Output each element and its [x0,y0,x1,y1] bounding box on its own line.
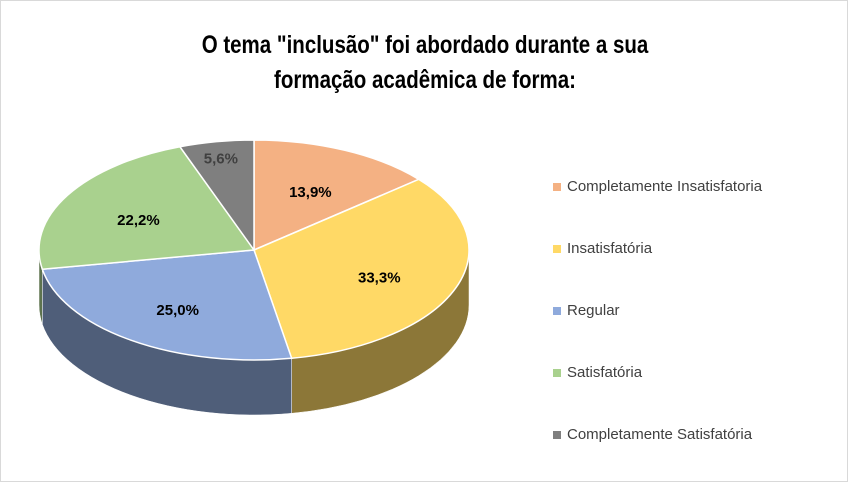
data-label: 5,6% [204,151,238,168]
data-label: 33,3% [358,269,401,286]
legend-swatch [553,245,561,253]
pie-slice [178,139,255,253]
pie-slice [253,139,421,252]
data-label: 25,0% [156,302,199,319]
legend-swatch [553,431,561,439]
legend-label: Satisfatória [567,364,643,381]
legend-label: Completamente Satisfatória [567,426,753,443]
legend-swatch [553,369,561,377]
pie-slice [38,145,256,271]
pie-slice [41,249,293,361]
chart-title: O tema "inclusão" foi abordado durante a… [201,31,649,94]
data-label: 22,2% [117,212,160,229]
legend-swatch [553,307,561,315]
legend-label: Regular [567,302,620,319]
legend-label: Insatisfatória [567,240,653,257]
legend-swatch [553,183,561,191]
pie-slice [253,178,470,360]
legend-label: Completamente Insatisfatoria [567,178,763,195]
data-label: 13,9% [289,184,332,201]
